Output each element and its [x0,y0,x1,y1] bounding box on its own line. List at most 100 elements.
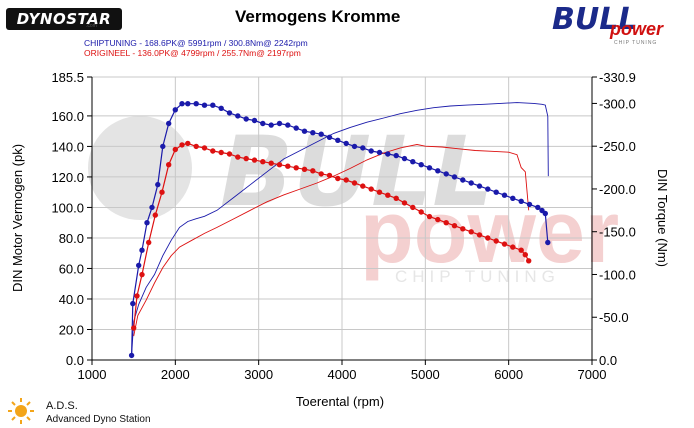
power-point-origineel [285,163,291,169]
power-point-chiptuning [293,125,299,131]
torque-line-origineel [133,144,530,337]
power-point-origineel [468,229,474,235]
power-point-origineel [210,148,216,154]
power-point-origineel [401,200,408,206]
y-left-tick-label: 100.0 [51,200,84,215]
power-point-chiptuning [185,101,191,107]
x-tick-label: 1000 [78,367,107,382]
y-left-tick-label: 20.0 [59,322,84,337]
y-right-tick-label: -150.0 [599,225,636,240]
power-point-origineel [476,232,483,238]
power-point-origineel [159,189,165,195]
power-point-origineel [518,247,524,253]
power-point-origineel [493,238,499,244]
x-tick-label: 7000 [578,367,607,382]
dynostar-logo-text: DYNOSTAR [16,10,112,28]
power-point-origineel [526,258,532,264]
power-point-chiptuning [128,352,135,359]
power-point-chiptuning [285,122,291,128]
power-point-chiptuning [368,148,374,154]
power-point-chiptuning [166,120,172,127]
legend-origineel: ORIGINEEL - 136.0PK@ 4799rpm / 255.7Nm@ … [84,48,301,58]
y-left-tick-label: 40.0 [59,292,84,307]
chart-tick-labels: 1000 2000 3000 4000 5000 6000 70000.020.040.06… [51,70,635,382]
chart-title: Vermogens Kromme [235,7,401,26]
power-point-origineel [235,154,241,160]
chart-grid [91,76,593,361]
power-point-chiptuning [460,177,466,183]
power-point-chiptuning [351,143,358,150]
power-point-origineel [172,146,178,153]
power-point-chiptuning [343,140,349,147]
power-point-chiptuning [545,239,551,246]
power-logo-text: power [610,19,664,39]
power-point-chiptuning [130,300,136,307]
x-axis-label: Toerental (rpm) [296,394,384,409]
x-tick-label: 5000 [411,367,440,382]
power-point-chiptuning [451,174,458,180]
power-point-chiptuning [201,102,208,108]
y-axis-left-label: DIN Motor Vermogen (pk) [10,144,25,292]
power-point-origineel [193,143,199,150]
chart-series-points [128,101,551,359]
power-point-chiptuning [318,131,324,137]
legend-chiptuning: CHIPTUNING - 168.6PK@ 5991rpm / 300.8Nm@… [84,38,308,48]
power-point-chiptuning [468,180,474,186]
power-point-chiptuning [335,137,341,143]
power-point-origineel [251,157,258,163]
power-point-chiptuning [510,195,516,201]
y-left-tick-label: 185.5 [51,70,84,85]
watermark-power-text: power [360,182,619,281]
power-point-origineel [139,271,145,278]
power-point-chiptuning [160,143,166,150]
power-point-origineel [485,235,491,241]
power-point-origineel [393,195,399,201]
chart-axes [87,76,597,365]
power-point-chiptuning [501,192,508,198]
power-point-origineel [351,180,358,186]
power-point-chiptuning [276,120,283,127]
power-point-origineel [310,168,316,174]
torque-line-chiptuning [131,102,549,356]
y-right-tick-label: -330.9 [599,70,636,85]
power-point-origineel [326,172,333,179]
power-point-chiptuning [376,149,383,156]
power-point-chiptuning [144,220,150,226]
power-point-origineel [276,162,283,168]
power-point-chiptuning [535,204,541,211]
power-point-origineel [293,165,299,171]
ads-full-name: Advanced Dyno Station [46,414,151,425]
x-tick-label: 4000 [328,367,357,382]
power-point-origineel [301,166,308,172]
power-point-chiptuning [149,204,155,211]
power-point-origineel [460,226,466,232]
y-left-tick-label: 140.0 [51,139,84,154]
power-point-chiptuning [493,189,499,195]
y-right-tick-label: -100.0 [599,267,636,282]
chip-tuning-logo-text: CHIP TUNING [614,40,658,46]
power-point-chiptuning [268,122,274,128]
power-point-chiptuning [435,168,441,174]
power-point-origineel [131,325,137,331]
y-left-tick-label: 60.0 [59,261,84,276]
power-point-chiptuning [260,120,266,127]
power-point-chiptuning [310,130,316,136]
power-point-origineel [418,209,424,215]
power-point-chiptuning [226,110,233,116]
power-point-origineel [343,177,349,183]
power-point-chiptuning [443,171,449,177]
power-point-chiptuning [542,210,548,217]
power-point-origineel [318,171,324,177]
power-point-chiptuning [179,101,185,107]
power-line-origineel [133,142,530,329]
y-left-tick-label: 120.0 [51,170,84,185]
power-point-chiptuning [326,134,333,140]
power-point-chiptuning [301,128,308,134]
power-point-chiptuning [210,102,216,108]
power-point-chiptuning [385,151,391,157]
power-point-origineel [522,252,528,258]
power-point-origineel [166,162,172,168]
power-point-origineel [501,241,508,247]
power-point-origineel [451,223,458,229]
